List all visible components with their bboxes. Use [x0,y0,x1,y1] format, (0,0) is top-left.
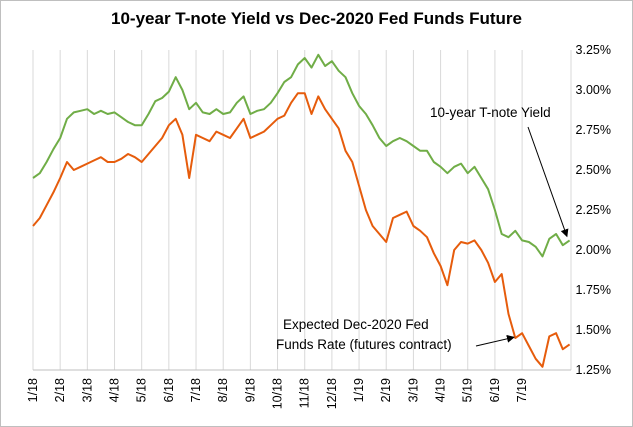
gridlines [32,50,572,371]
y-tick-label: 2.50% [576,163,611,177]
x-tick-label: 5/19 [461,378,475,402]
annotation-ff-label-line2: Funds Rate (futures contract) [276,337,452,352]
y-tick-label: 1.25% [576,363,611,377]
x-tick-label: 3/18 [80,378,94,402]
annotation-10y-label: 10-year T-note Yield [430,105,551,120]
x-tick-label: 5/18 [135,378,149,402]
chart-title: 10-year T-note Yield vs Dec-2020 Fed Fun… [111,9,522,28]
x-tick-label: 8/18 [216,378,230,402]
x-tick-label: 6/19 [488,378,502,402]
x-axis-ticks: 1/18 2/18 3/18 4/18 5/18 6/18 7/18 8/18 9/18 10/1… [26,378,529,409]
y-tick-label: 3.25% [576,43,611,57]
x-tick-label: 10/18 [271,378,285,409]
x-tick-label: 4/18 [108,378,122,402]
annotation-arrow-ff [475,334,515,347]
x-tick-label: 7/18 [189,378,203,402]
annotation-ff-label-line1: Expected Dec-2020 Fed [283,317,429,332]
x-tick-label: 6/18 [162,378,176,402]
x-tick-label: 11/18 [298,378,312,408]
x-tick-label: 1/18 [26,378,40,402]
x-tick-label: 2/18 [53,378,67,402]
annotations: 10-year T-note Yield Expected Dec-2020 F… [276,105,569,352]
y-tick-label: 2.00% [576,243,611,257]
y-tick-label: 1.75% [576,283,611,297]
y-tick-label: 2.25% [576,203,611,217]
series-10y-yield-line [32,53,571,258]
x-tick-label: 12/18 [325,378,339,409]
x-tick-label: 2/19 [379,378,393,402]
y-axis-ticks: 1.25% 1.50% 1.75% 2.00% 2.25% 2.50% 2.75% 3.00%… [576,43,611,377]
y-tick-label: 1.50% [576,323,611,337]
series-fed-funds-line [32,92,571,368]
x-tick-label: 4/19 [434,378,448,402]
annotation-arrow-10y [527,126,569,238]
x-tick-label: 3/19 [406,378,420,402]
x-tick-label: 1/19 [352,378,366,402]
x-tick-label: 7/19 [515,378,529,402]
y-tick-label: 2.75% [576,123,611,137]
y-tick-label: 3.00% [576,83,611,97]
x-tick-label: 9/18 [243,378,257,402]
series-lines [32,53,571,368]
